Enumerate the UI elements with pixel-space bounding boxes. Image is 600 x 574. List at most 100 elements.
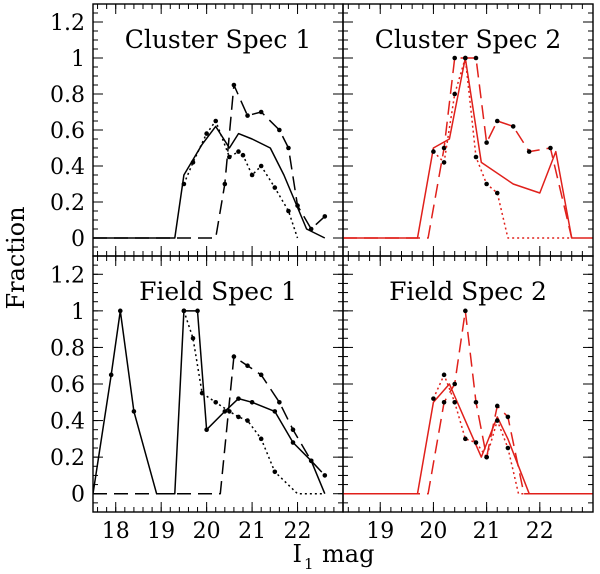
- series-dashed: [343, 57, 573, 239]
- data-point: [258, 163, 264, 169]
- data-point: [245, 363, 250, 369]
- y-axis-label: Fraction: [2, 206, 30, 309]
- panel-4: 19 20 21 22 Field Spec 2: [342, 255, 594, 544]
- data-point: [240, 152, 246, 158]
- series-dashed: [343, 310, 593, 495]
- data-point: [258, 372, 264, 378]
- x-tick-label: 21: [473, 519, 501, 544]
- data-point: [245, 113, 250, 118]
- panel-1: 0 0.2 0.4 0.6 0.8 1 1.2 Cluster Spec 1: [50, 3, 344, 257]
- y-tick-label: 1.2: [50, 263, 85, 288]
- data-point: [473, 399, 479, 405]
- data-point: [452, 381, 458, 387]
- data-point: [431, 149, 436, 154]
- y-tick-label: 0.2: [50, 191, 85, 216]
- data-point: [272, 185, 278, 190]
- data-point: [190, 335, 196, 341]
- data-point: [484, 454, 489, 460]
- panel-frame: [342, 255, 594, 513]
- data-point: [236, 396, 241, 401]
- panel-title: Cluster Spec 1: [125, 25, 312, 54]
- x-tick-label: 22: [284, 519, 312, 544]
- data-point: [236, 414, 241, 420]
- x-axis-label-subscript: 1: [304, 555, 314, 573]
- data-point: [295, 203, 300, 208]
- data-point: [245, 418, 250, 423]
- data-point: [510, 124, 516, 129]
- data-point: [272, 469, 278, 475]
- data-point: [308, 458, 314, 464]
- data-point: [494, 403, 500, 409]
- panel-title: Field Spec 1: [139, 277, 297, 306]
- data-point: [441, 160, 447, 165]
- data-point: [441, 145, 447, 151]
- series-solid: [343, 383, 593, 495]
- data-point: [473, 154, 479, 160]
- data-point: [131, 409, 137, 414]
- data-point: [452, 399, 458, 405]
- data-point: [227, 154, 232, 160]
- data-point: [231, 82, 237, 88]
- data-point: [308, 226, 314, 232]
- series-dotted: [432, 374, 593, 495]
- data-point: [473, 55, 479, 61]
- data-point: [463, 308, 468, 314]
- data-point: [505, 414, 511, 420]
- data-point: [290, 440, 296, 445]
- y-tick-label: 1: [71, 47, 85, 72]
- data-point: [441, 399, 447, 405]
- data-point: [204, 427, 209, 433]
- data-point: [548, 145, 553, 151]
- panels: 0 0.2 0.4 0.6 0.8 1 1.2 Cluster Spec 1 Cluster S…: [50, 3, 594, 544]
- data-point: [213, 118, 219, 124]
- series-solid: [343, 57, 593, 239]
- data-point: [213, 399, 219, 405]
- series-dashed: [93, 355, 326, 495]
- y-tick-label: 0.2: [50, 446, 85, 471]
- data-point: [322, 473, 328, 478]
- data-point: [431, 396, 436, 401]
- data-point: [190, 160, 196, 165]
- data-point: [494, 190, 500, 196]
- data-point: [258, 436, 264, 442]
- x-axis-label-unit: mag: [322, 540, 374, 568]
- y-tick-label: 0.4: [50, 410, 85, 435]
- series-dotted: [183, 120, 299, 239]
- data-point: [195, 308, 200, 314]
- data-point: [277, 127, 282, 133]
- panel-title: Cluster Spec 2: [375, 25, 562, 54]
- data-point: [441, 372, 447, 378]
- series-dashed: [93, 84, 326, 239]
- data-point: [204, 131, 209, 136]
- data-point: [249, 399, 255, 405]
- data-point: [484, 181, 489, 187]
- y-tick-label: 0: [71, 483, 85, 508]
- data-point: [526, 149, 532, 154]
- y-tick-label: 0.6: [50, 119, 85, 144]
- x-tick-label: 20: [193, 519, 221, 544]
- data-point: [494, 418, 500, 423]
- series-dotted: [183, 310, 325, 495]
- x-tick-label: 19: [366, 519, 394, 544]
- data-point: [452, 91, 458, 97]
- data-point: [322, 214, 328, 219]
- panel-3: 0 0.2 0.4 0.6 0.8 1 1.2 18 19 20 21 22 Field Spec 1: [50, 255, 344, 544]
- data-point: [199, 390, 205, 396]
- y-tick-label: 0: [71, 227, 85, 252]
- data-point: [473, 440, 479, 445]
- x-tick-label: 18: [102, 519, 130, 544]
- x-tick-label: 21: [238, 519, 266, 544]
- data-point: [258, 109, 264, 115]
- y-tick-label: 0.4: [50, 155, 85, 180]
- data-point: [272, 409, 278, 414]
- y-tick-label: 1.2: [50, 11, 85, 36]
- y-tick-label: 0.8: [50, 336, 85, 361]
- x-tick-label: 20: [419, 519, 447, 544]
- data-point: [290, 427, 296, 433]
- y-tick-label: 0.6: [50, 373, 85, 398]
- data-point: [181, 308, 187, 314]
- y-tick-label: 1: [71, 300, 85, 325]
- data-point: [286, 145, 291, 151]
- data-point: [463, 55, 468, 61]
